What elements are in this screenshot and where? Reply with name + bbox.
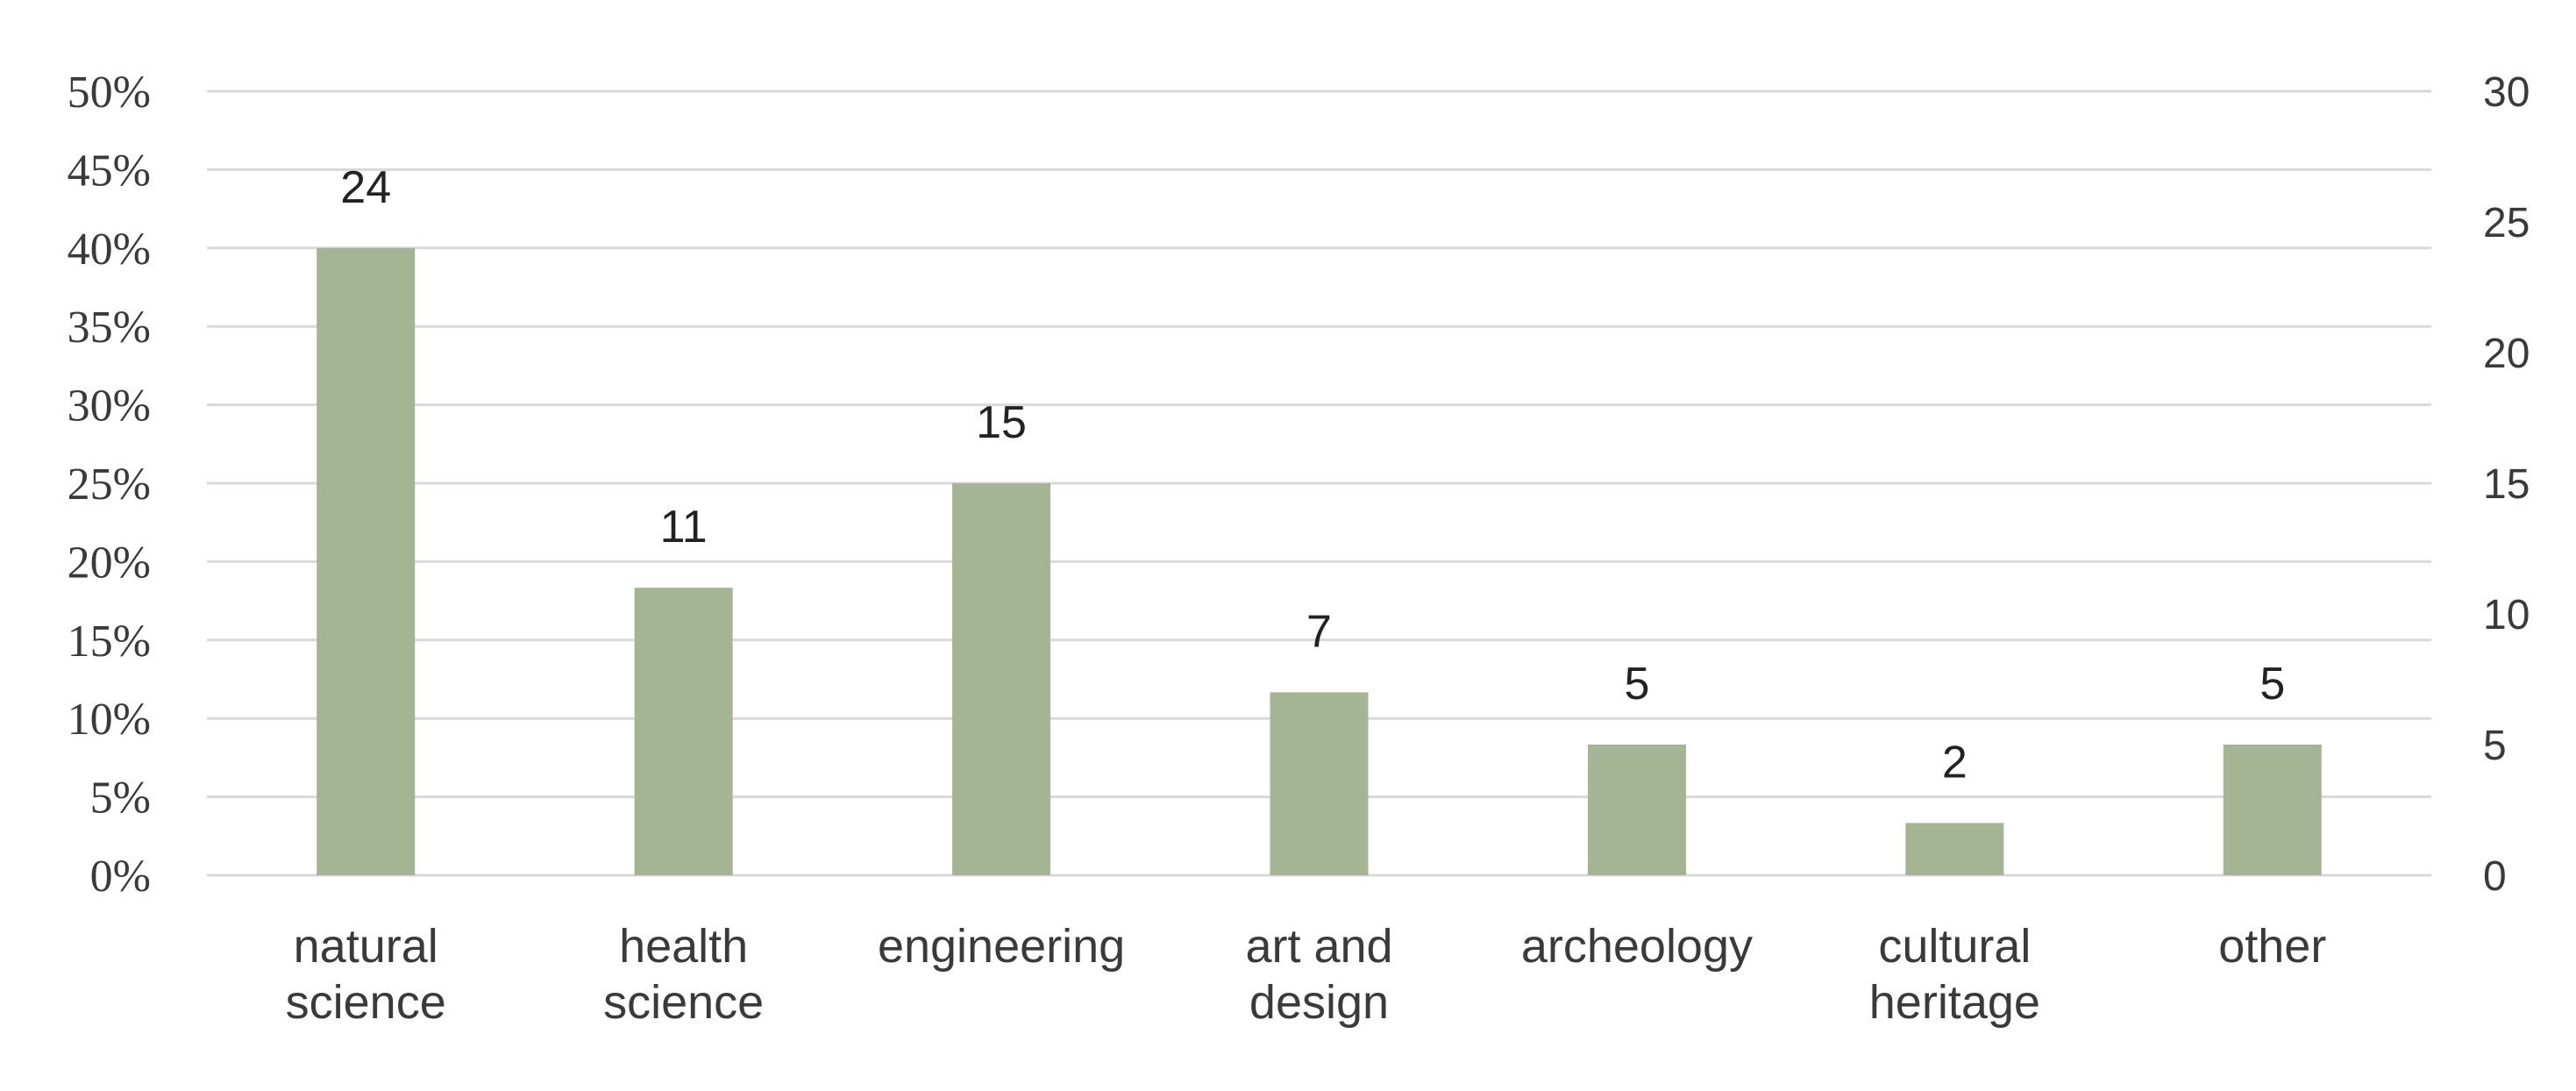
category-label: art and	[1245, 920, 1392, 973]
category-label: science	[603, 976, 764, 1029]
right-tick-label: 0	[2483, 853, 2507, 900]
category-label: engineering	[878, 920, 1125, 973]
right-tick-label: 10	[2483, 592, 2530, 638]
bar	[1905, 823, 2004, 875]
bar	[1587, 745, 1686, 875]
left-tick-label: 45%	[68, 146, 151, 196]
left-y-axis: 0% 5% 10% 15% 20% 25% 30% 35% 40% 45% 50%	[68, 68, 151, 902]
bar	[1270, 692, 1369, 875]
left-tick-label: 40%	[68, 225, 151, 275]
data-label: 2	[1942, 737, 1968, 788]
left-tick-label: 5%	[90, 774, 151, 824]
category-label: other	[2218, 920, 2326, 973]
bar	[317, 247, 416, 875]
left-tick-label: 35%	[68, 303, 151, 353]
right-tick-label: 25	[2483, 200, 2530, 246]
category-label: cultural	[1878, 920, 2031, 973]
left-tick-label: 25%	[68, 460, 151, 510]
category-label: design	[1249, 976, 1389, 1029]
category-label: archeology	[1521, 920, 1753, 973]
left-tick-label: 20%	[68, 538, 151, 588]
bar	[634, 588, 733, 875]
data-label: 7	[1306, 606, 1332, 657]
right-tick-label: 5	[2483, 723, 2507, 769]
data-label: 15	[976, 397, 1027, 448]
bar	[2223, 745, 2322, 875]
right-tick-label: 15	[2483, 461, 2530, 508]
data-label: 5	[1624, 659, 1649, 710]
category-label: science	[286, 976, 446, 1029]
data-label: 24	[340, 162, 391, 213]
left-tick-label: 15%	[68, 617, 151, 667]
right-tick-label: 20	[2483, 331, 2530, 377]
category-label: health	[619, 920, 748, 973]
right-y-axis: 0 5 10 15 20 25 30	[2483, 69, 2530, 900]
right-tick-label: 30	[2483, 69, 2530, 116]
bars: 24 11 15 7 5 2 5	[317, 162, 2322, 875]
gridlines	[207, 89, 2431, 877]
left-tick-label: 0%	[90, 852, 151, 902]
category-label: natural	[294, 920, 438, 973]
category-label: heritage	[1869, 976, 2040, 1029]
bar	[952, 483, 1051, 875]
left-tick-label: 30%	[68, 381, 151, 431]
left-tick-label: 10%	[68, 695, 151, 745]
left-tick-label: 50%	[68, 68, 151, 118]
data-label: 5	[2259, 659, 2285, 710]
data-label: 11	[660, 502, 708, 553]
